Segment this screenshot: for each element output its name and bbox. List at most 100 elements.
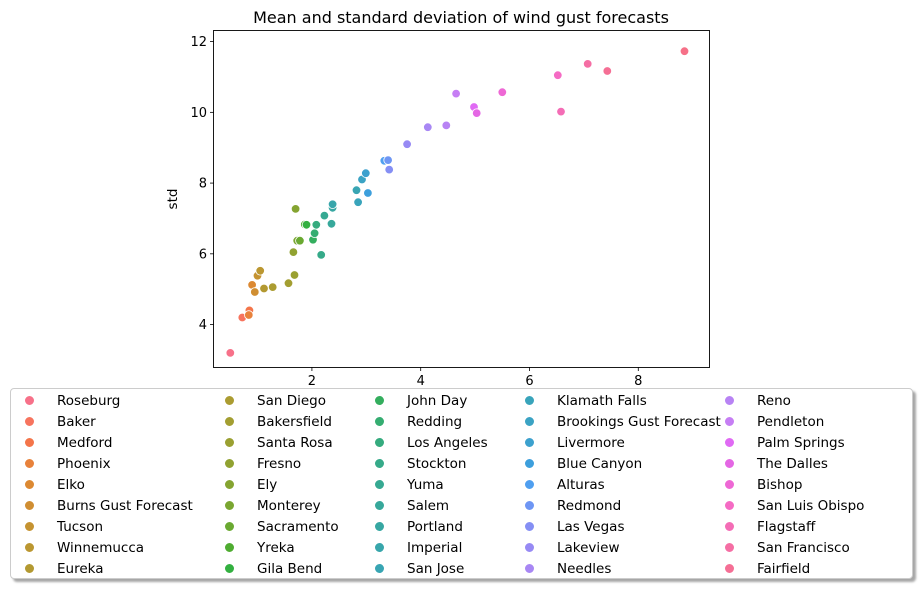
legend-label: Gila Bend <box>257 560 323 577</box>
legend-marker <box>24 500 35 511</box>
legend-label: Yreka <box>257 539 295 556</box>
legend-item: Alturas <box>524 474 605 495</box>
legend-marker <box>524 563 535 574</box>
legend-label: San Diego <box>257 392 326 409</box>
data-point-30 <box>363 188 373 198</box>
legend-marker <box>524 395 535 406</box>
legend-label: Bishop <box>757 476 803 493</box>
x-tick-label: 4 <box>417 374 425 389</box>
legend-marker <box>374 542 385 553</box>
legend-label: Phoenix <box>57 455 111 472</box>
data-point-3 <box>244 310 254 320</box>
legend-marker <box>224 500 235 511</box>
data-point-11 <box>289 270 300 280</box>
legend-marker <box>524 500 535 511</box>
data-point-25 <box>327 199 338 210</box>
legend-item: Salem <box>374 495 449 516</box>
legend-item: Portland <box>374 516 463 537</box>
legend-label: Bakersfield <box>257 413 332 430</box>
legend-item: Bishop <box>724 474 802 495</box>
legend-item: Reno <box>724 390 791 411</box>
data-point-19 <box>309 228 320 239</box>
legend-item: Needles <box>524 558 611 579</box>
legend-marker <box>374 395 385 406</box>
legend-item: Phoenix <box>24 453 111 474</box>
legend-item: San Jose <box>374 558 464 579</box>
legend-label: Blue Canyon <box>557 455 643 472</box>
legend-marker <box>524 521 535 532</box>
data-point-8 <box>259 283 269 294</box>
legend-item: Los Angeles <box>374 432 488 453</box>
legend-label: John Day <box>407 392 468 409</box>
legend-item: Fresno <box>224 453 301 474</box>
legend-label: Salem <box>407 497 450 514</box>
data-point-37 <box>451 88 461 99</box>
legend-item: Gila Bend <box>224 558 322 579</box>
legend-marker <box>224 437 235 448</box>
data-point-36 <box>441 120 452 131</box>
legend-marker <box>374 437 385 448</box>
legend-label: Fresno <box>257 455 302 472</box>
legend-marker <box>224 395 235 406</box>
legend-marker <box>374 479 385 490</box>
legend-label: Brookings Gust Forecast <box>557 413 721 430</box>
legend-label: Flagstaff <box>757 518 816 535</box>
legend-label: Medford <box>57 434 113 451</box>
legend-marker <box>374 458 385 469</box>
legend-item: Las Vegas <box>524 516 625 537</box>
data-point-23 <box>326 219 337 229</box>
legend-item: Palm Springs <box>724 432 845 453</box>
legend-item: Elko <box>24 474 85 495</box>
legend-item: Fairfield <box>724 558 810 579</box>
legend-label: Pendleton <box>757 413 825 430</box>
legend-item: Tucson <box>24 516 103 537</box>
legend-marker <box>24 479 35 490</box>
legend-label: Burns Gust Forecast <box>57 497 193 514</box>
legend-marker <box>24 458 35 469</box>
data-point-41 <box>553 70 563 80</box>
legend-item: Flagstaff <box>724 516 815 537</box>
points-layer <box>225 46 690 358</box>
data-point-21 <box>316 250 326 260</box>
legend-marker <box>724 563 735 574</box>
data-point-5 <box>250 287 260 297</box>
legend-item: Redmond <box>524 495 621 516</box>
data-point-42 <box>556 106 566 117</box>
data-point-33 <box>384 164 394 175</box>
legend-item: Santa Rosa <box>224 432 333 453</box>
legend-marker <box>374 521 385 532</box>
data-point-17 <box>301 220 312 230</box>
data-point-13 <box>290 204 301 214</box>
legend-marker <box>374 500 385 511</box>
legend-label: Portland <box>407 518 463 535</box>
legend-label: Baker <box>57 413 96 430</box>
legend-item: Stockton <box>374 453 466 474</box>
legend-marker <box>24 521 35 532</box>
data-point-12 <box>288 247 299 257</box>
legend-item: Sacramento <box>224 516 339 537</box>
legend-label: Needles <box>557 560 612 577</box>
data-point-7 <box>255 266 265 276</box>
legend-item: Yreka <box>224 537 295 558</box>
legend-label: Yuma <box>407 476 444 493</box>
legend-marker <box>724 542 735 553</box>
legend-label: The Dalles <box>757 455 828 472</box>
legend-label: Winnemucca <box>57 539 145 556</box>
legend-marker <box>24 542 35 553</box>
legend-item: Imperial <box>374 537 462 558</box>
legend-label: Reno <box>757 392 791 409</box>
legend-marker <box>724 416 735 427</box>
legend-label: Fairfield <box>757 560 811 577</box>
legend-item: Klamath Falls <box>524 390 647 411</box>
legend-marker <box>724 458 735 469</box>
data-point-26 <box>351 185 362 195</box>
legend-label: Palm Springs <box>757 434 845 451</box>
data-point-43 <box>583 59 593 69</box>
legend-label: Stockton <box>407 455 467 472</box>
ticks-layer: 2 4 6 8 4 6 8 10 12 <box>190 35 642 389</box>
data-point-22 <box>319 210 330 221</box>
legend-item: Burns Gust Forecast <box>24 495 193 516</box>
data-point-0 <box>225 348 236 358</box>
y-tick-label: 10 <box>190 106 207 121</box>
